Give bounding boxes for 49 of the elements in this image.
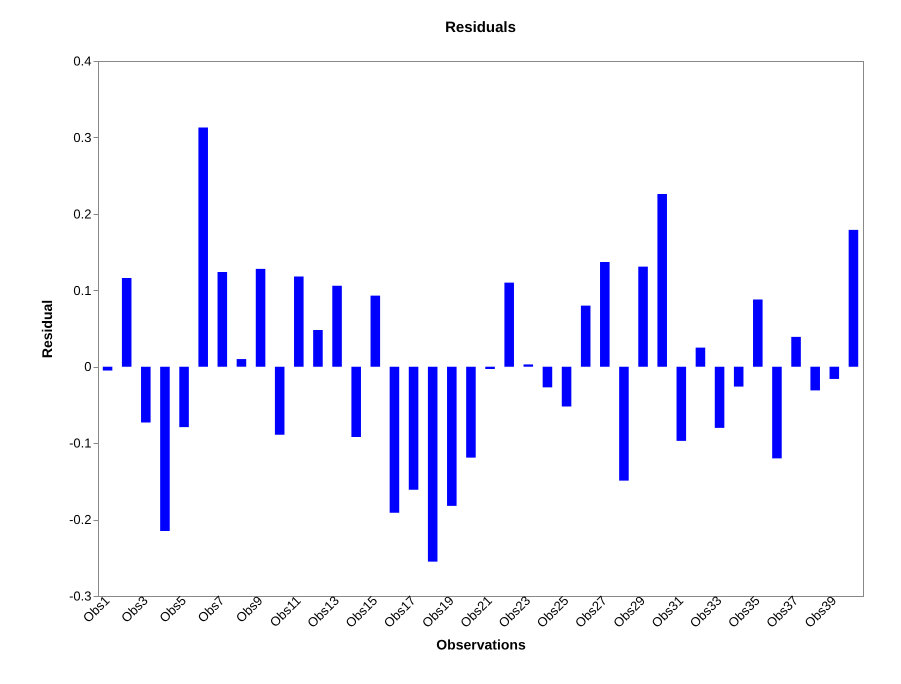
bar [294, 276, 304, 367]
bar [218, 272, 228, 367]
bar [236, 359, 246, 367]
bar [791, 336, 801, 367]
bar [447, 366, 457, 506]
bar [370, 296, 380, 367]
y-tick-label: 0 [84, 359, 92, 374]
bar [600, 262, 610, 367]
bar [619, 366, 629, 481]
bar [657, 194, 667, 367]
bar [428, 366, 438, 562]
bar [830, 366, 840, 379]
bar [562, 366, 572, 406]
bar [504, 282, 514, 367]
bar [160, 366, 170, 532]
bar [734, 366, 744, 387]
bar [810, 366, 820, 390]
bar [390, 366, 400, 513]
bar [141, 366, 151, 423]
bar [542, 366, 552, 388]
y-tick-label: 0.2 [73, 206, 92, 222]
chart-title: Residuals [445, 19, 516, 36]
y-tick-label: -0.1 [69, 436, 92, 451]
y-tick-label: 0.1 [73, 282, 92, 298]
bar [580, 306, 590, 367]
bar [274, 366, 284, 435]
bar [179, 366, 189, 428]
bar [313, 330, 323, 367]
y-tick-label: -0.2 [69, 512, 92, 528]
bar [485, 366, 495, 370]
bar [122, 278, 132, 367]
bar [351, 366, 361, 438]
bar [332, 286, 342, 367]
bar [696, 348, 706, 367]
y-tick-label: 0.4 [73, 54, 92, 68]
bar [676, 366, 686, 441]
bar [638, 266, 648, 367]
bar [256, 268, 266, 367]
y-axis-title: Residual [39, 300, 56, 358]
bar [753, 299, 763, 367]
bar [848, 230, 858, 367]
bar [772, 366, 782, 458]
x-axis-title: Observations [436, 636, 526, 653]
bar [198, 127, 208, 367]
bar [408, 366, 418, 490]
bar [714, 366, 724, 428]
y-tick-label: 0.3 [73, 130, 92, 145]
bar [466, 366, 476, 458]
bar [102, 366, 112, 371]
